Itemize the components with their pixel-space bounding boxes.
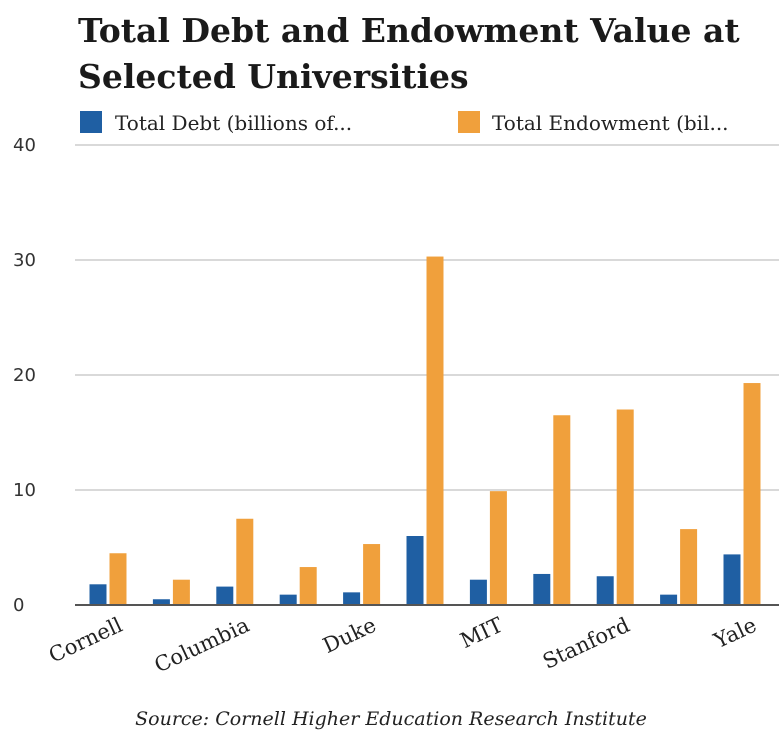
y-tick-label: 40 (13, 135, 36, 156)
bar-total-endowment (743, 383, 761, 605)
bar-total-endowment (553, 415, 571, 605)
x-category-label: Cornell (45, 613, 126, 668)
x-category-label: MIT (457, 613, 507, 653)
bar-total-endowment (363, 544, 381, 605)
y-tick-label: 10 (13, 480, 36, 501)
bar-total-debt (469, 579, 487, 605)
bar-total-endowment (236, 518, 254, 605)
source-note: Source: Cornell Higher Education Researc… (135, 708, 647, 730)
bar-total-debt (89, 584, 107, 605)
bar-total-endowment (109, 553, 127, 605)
bar-total-debt (152, 599, 170, 605)
bar-total-debt (279, 594, 297, 605)
y-tick-label: 30 (13, 250, 36, 271)
y-tick-label: 0 (13, 595, 24, 616)
bar-total-endowment (299, 567, 317, 605)
bar-total-debt (660, 594, 678, 605)
bar-total-endowment (680, 529, 698, 605)
legend: Total Debt (billions of... Total Endowmen… (80, 111, 729, 135)
x-category-label: Duke (319, 613, 379, 658)
bar-total-debt (216, 586, 234, 605)
legend-label-endowment: Total Endowment (bil... (492, 111, 729, 135)
bar-total-debt (533, 573, 551, 605)
x-category-labels: Cornell Columbia Duke MIT Stanford Yale (45, 613, 760, 678)
x-category-label: Stanford (539, 613, 633, 674)
legend-swatch-debt (80, 111, 102, 133)
legend-label-debt: Total Debt (billions of... (115, 111, 352, 135)
y-tick-labels: 0 10 20 30 40 (13, 135, 36, 616)
x-category-label: Columbia (151, 613, 253, 678)
x-category-label: Yale (709, 613, 760, 654)
bar-total-debt (723, 554, 741, 605)
bar-total-debt (596, 576, 614, 605)
y-tick-label: 20 (13, 365, 36, 386)
bar-total-endowment (616, 409, 634, 605)
bar-total-endowment (172, 579, 190, 605)
bars (89, 256, 761, 605)
chart-title: Total Debt and Endowment Value at Select… (78, 11, 740, 96)
legend-swatch-endowment (458, 111, 480, 133)
bar-total-endowment (426, 256, 444, 605)
bar-total-debt (406, 536, 424, 605)
bar-total-endowment (489, 491, 507, 605)
bar-total-debt (343, 592, 361, 605)
